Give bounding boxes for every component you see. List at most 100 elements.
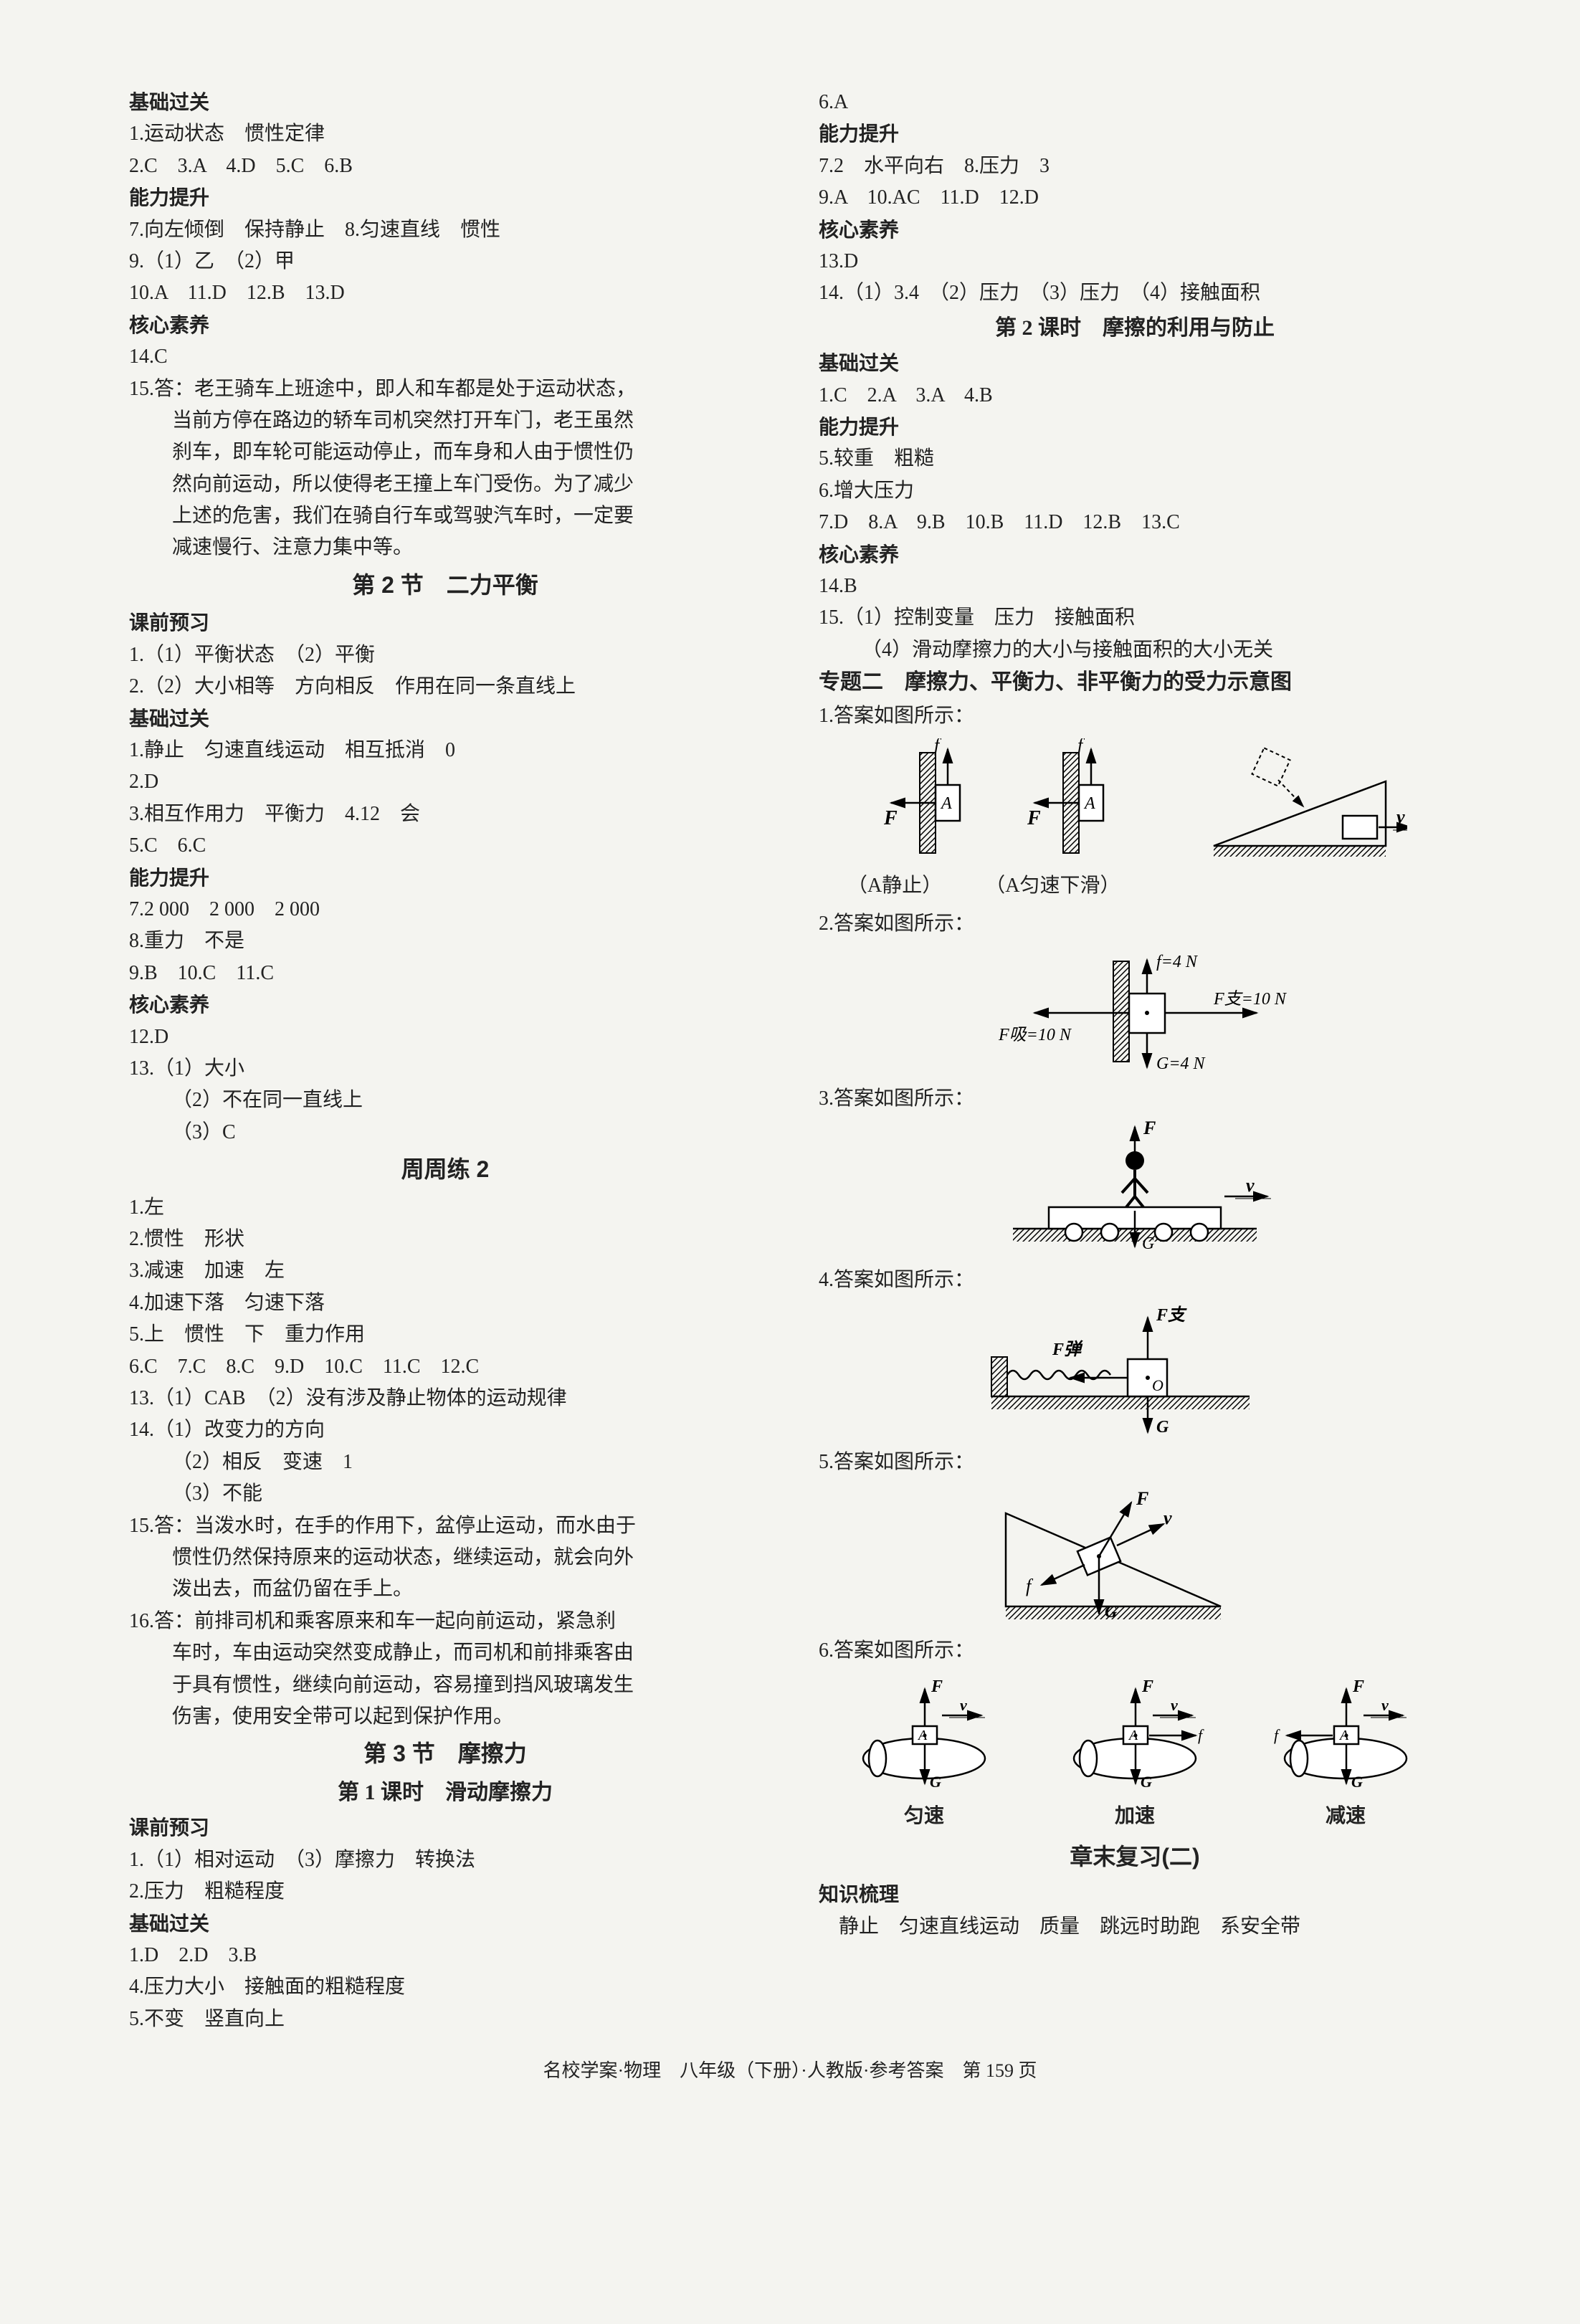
svg-text:G: G	[1142, 1234, 1154, 1253]
heading-keqian3: 课前预习	[129, 1812, 761, 1843]
text-line: 12.D	[129, 1021, 761, 1052]
text-line: 当前方停在路边的轿车司机突然打开车门，老王虽然	[129, 405, 761, 436]
text-line: 刹车，即车轮可能运动停止，而车身和人由于惯性仍	[129, 437, 761, 467]
text-line: 14.C	[129, 341, 761, 372]
text-line: 1.静止 匀速直线运动 相互抵消 0	[129, 735, 761, 766]
diagram-2-svg: f=4 N G=4 N F吸=10 N F支=10 N	[948, 947, 1321, 1076]
svg-text:G: G	[1105, 1603, 1118, 1621]
text-line: 14.（1）改变力的方向	[129, 1414, 761, 1445]
text-line: 9.A 10.AC 11.D 12.D	[819, 182, 1451, 213]
text-line: （3）不能	[129, 1478, 761, 1509]
text-line: 2.C 3.A 4.D 5.C 6.B	[129, 151, 761, 181]
section-title-2: 第 2 节 二力平衡	[129, 568, 761, 604]
text-line: 5.不变 竖直向上	[129, 2004, 761, 2034]
text-line: 7.向左倾倒 保持静止 8.匀速直线 惯性	[129, 214, 761, 245]
text-line: 6.A	[819, 87, 1451, 118]
svg-text:G: G	[930, 1773, 941, 1791]
fig6-caption-2: 加速	[1115, 1801, 1155, 1832]
text-line: 14.（1）3.4 （2）压力 （3）压力 （4）接触面积	[819, 277, 1451, 308]
text-line: 4.加速下落 匀速下落	[129, 1287, 761, 1318]
text-line: 13.（1）CAB （2）没有涉及静止物体的运动规律	[129, 1383, 761, 1414]
svg-text:v: v	[1246, 1175, 1255, 1196]
page-footer: 名校学案·物理 八年级（下册）·人教版·参考答案 第 159 页	[129, 2057, 1451, 2085]
text-line: （3）C	[129, 1117, 761, 1148]
fig6-caption-3: 减速	[1326, 1801, 1366, 1832]
svg-text:F: F	[931, 1677, 943, 1696]
text-line: 3.减速 加速 左	[129, 1255, 761, 1286]
page-content: 基础过关 1.运动状态 惯性定律 2.C 3.A 4.D 5.C 6.B 能力提…	[129, 86, 1451, 2035]
text-line: 5.上 惯性 下 重力作用	[129, 1319, 761, 1350]
svg-text:F弹: F弹	[1052, 1340, 1083, 1359]
text-line: 8.重力 不是	[129, 925, 761, 956]
svg-text:f: f	[934, 738, 942, 756]
text-line: 2.惯性 形状	[129, 1224, 761, 1254]
text-line: 4.压力大小 接触面的粗糙程度	[129, 1971, 761, 2002]
svg-text:f: f	[1274, 1726, 1280, 1744]
text-line: 13.D	[819, 246, 1451, 277]
diagram-6c-svg: A F G f v	[1252, 1676, 1439, 1798]
heading-hexin-r2: 核心素养	[819, 539, 1451, 570]
heading-jichu-r2: 基础过关	[819, 348, 1451, 378]
text-line: 泼出去，而盆仍留在手上。	[129, 1573, 761, 1604]
text-line: 15.答：当泼水时，在手的作用下，盆停止运动，而水由于	[129, 1510, 761, 1541]
text-line: 5.C 6.C	[129, 830, 761, 861]
svg-text:v: v	[1163, 1508, 1172, 1528]
text-line: 2.D	[129, 766, 761, 797]
svg-text:F: F	[1027, 807, 1041, 829]
section-title-zhou2: 周周练 2	[129, 1152, 761, 1188]
heading-hexin-r1: 核心素养	[819, 214, 1451, 245]
right-column: 6.A 能力提升 7.2 水平向右 8.压力 3 9.A 10.AC 11.D …	[819, 86, 1451, 2035]
text-line: 1.左	[129, 1192, 761, 1223]
text-line: （2）相反 变速 1	[129, 1447, 761, 1477]
text-line: 5.答案如图所示：	[819, 1447, 1451, 1477]
text-line: 6.增大压力	[819, 475, 1451, 506]
svg-text:f: f	[1077, 738, 1085, 756]
text-line: 7.D 8.A 9.B 10.B 11.D 12.B 13.C	[819, 507, 1451, 538]
left-column: 基础过关 1.运动状态 惯性定律 2.C 3.A 4.D 5.C 6.B 能力提…	[129, 86, 761, 2035]
heading-nengli2: 能力提升	[129, 862, 761, 893]
text-line: 伤害，使用安全带可以起到保护作用。	[129, 1701, 761, 1732]
text-line: 1.C 2.A 3.A 4.B	[819, 380, 1451, 411]
topic-title-zhuanti2: 专题二 摩擦力、平衡力、非平衡力的受力示意图	[819, 666, 1451, 700]
text-line: 3.相互作用力 平衡力 4.12 会	[129, 799, 761, 829]
figure-4: O F支 F弹 G	[819, 1303, 1451, 1439]
text-line: 4.答案如图所示：	[819, 1265, 1451, 1295]
subsection-title-3-1: 第 1 课时 滑动摩擦力	[129, 1776, 761, 1810]
figure-6: A F G v A F	[819, 1673, 1451, 1832]
text-line: 7.2 000 2 000 2 000	[129, 894, 761, 925]
text-line: 9.（1）乙 （2）甲	[129, 246, 761, 277]
text-line: 15.答：老王骑车上班途中，即人和车都是处于运动状态，	[129, 373, 761, 404]
text-line: 2.压力 粗糙程度	[129, 1876, 761, 1907]
svg-text:F: F	[1352, 1677, 1364, 1696]
heading-jichu2: 基础过关	[129, 703, 761, 734]
text-line: 10.A 11.D 12.B 13.D	[129, 277, 761, 308]
figure-5: F v f G	[819, 1485, 1451, 1628]
text-line: 1.答案如图所示：	[819, 700, 1451, 731]
fig6-caption-1: 匀速	[904, 1801, 944, 1832]
section-title-zhangmo: 章末复习(二)	[819, 1839, 1451, 1875]
svg-text:G=4 N: G=4 N	[1156, 1054, 1207, 1073]
text-line: 2.答案如图所示：	[819, 908, 1451, 939]
svg-text:F支: F支	[1156, 1305, 1187, 1325]
svg-text:G: G	[1156, 1418, 1169, 1437]
diagram-5-svg: F v f G	[948, 1485, 1321, 1628]
text-line: 14.B	[819, 571, 1451, 601]
svg-text:F吸=10 N: F吸=10 N	[998, 1026, 1072, 1044]
heading-jichu1: 基础过关	[129, 87, 761, 118]
text-line: （4）滑动摩擦力的大小与接触面积的大小无关	[819, 634, 1451, 665]
text-line: 1.D 2.D 3.B	[129, 1940, 761, 1971]
svg-text:v: v	[1396, 806, 1405, 827]
heading-hexin1: 核心素养	[129, 310, 761, 340]
heading-jichu3: 基础过关	[129, 1908, 761, 1939]
figure-1: A f F A f F	[819, 738, 1451, 901]
svg-text:O: O	[1152, 1376, 1163, 1394]
section-title-3: 第 3 节 摩擦力	[129, 1736, 761, 1772]
text-line: 1.（1）相对运动 （3）摩擦力 转换法	[129, 1844, 761, 1875]
svg-text:f: f	[1026, 1576, 1034, 1596]
heading-nengli-r2: 能力提升	[819, 411, 1451, 442]
text-line: 2.（2）大小相等 方向相反 作用在同一条直线上	[129, 671, 761, 702]
text-line: 16.答：前排司机和乘客原来和车一起向前运动，紧急刹	[129, 1606, 761, 1637]
svg-text:A: A	[940, 794, 952, 813]
text-line: 减速慢行、注意力集中等。	[129, 532, 761, 563]
svg-text:v: v	[960, 1696, 967, 1714]
